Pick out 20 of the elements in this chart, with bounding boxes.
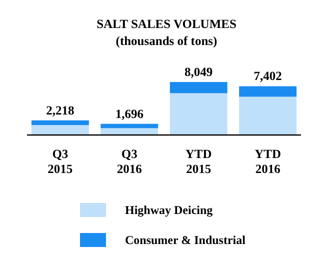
bar (31, 120, 89, 126)
x-tick-label: YTD 2015 (185, 147, 212, 176)
x-tick-label: Q3 2015 (48, 147, 73, 176)
bar (100, 124, 158, 128)
chart-title: SALT SALES VOLUMES (96, 17, 236, 31)
bar (31, 125, 89, 135)
bar (239, 86, 297, 97)
legend-label: Highway Deicing (125, 203, 213, 217)
annotation: 7,402 (254, 69, 282, 84)
annotation: 2,218 (46, 103, 74, 118)
annotation: 1,696 (115, 106, 144, 121)
bar (100, 128, 158, 135)
chart-subtitle: (thousands of tons) (116, 34, 218, 48)
x-tick-label: Q3 2016 (116, 147, 142, 176)
x-tick-label: YTD 2016 (254, 147, 282, 176)
bar (170, 82, 228, 94)
annotation: 8,049 (184, 65, 213, 79)
bar (239, 96, 297, 135)
legend-label: Consumer & Industrial (125, 233, 246, 247)
bar (170, 93, 228, 135)
